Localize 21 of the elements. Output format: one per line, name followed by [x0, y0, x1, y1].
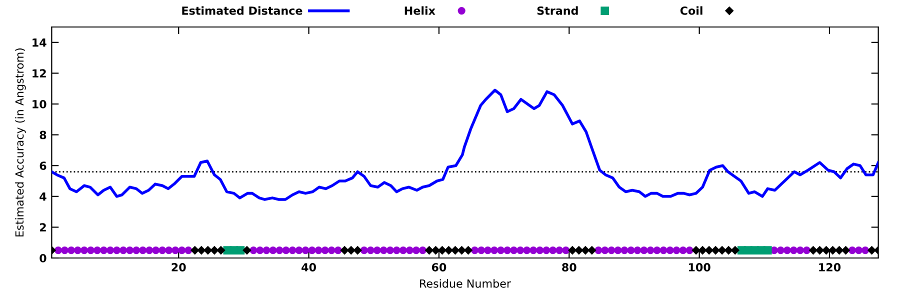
x-tick-label: 40 [302, 263, 316, 272]
x-tick-label: 100 [688, 263, 710, 272]
line-series [52, 88, 878, 201]
x-tick-label: 60 [432, 263, 446, 272]
x-tick-label: 20 [172, 263, 186, 272]
y-tick-label: 0 [40, 254, 46, 262]
y-tick-label: 8 [40, 130, 46, 140]
y-axis-title: Estimated Accuracy (in Angstrom) [15, 48, 26, 236]
y-tick-label: 14 [32, 38, 46, 47]
legend-label: Helix [404, 6, 436, 15]
y-tick-label: 2 [40, 223, 46, 232]
x-axis-title: Residue Number [420, 279, 512, 288]
y-tick-label: 4 [40, 192, 46, 201]
y-tick-label: 6 [40, 162, 46, 170]
x-tick-label: 120 [819, 263, 841, 272]
legend-label: Coil [680, 6, 702, 15]
legend-label: Estimated Distance [182, 6, 302, 15]
y-tick-label: 12 [32, 69, 46, 78]
y-tick-label: 10 [32, 100, 46, 108]
legend-label: Strand [537, 6, 578, 15]
x-tick-label: 80 [562, 263, 576, 272]
